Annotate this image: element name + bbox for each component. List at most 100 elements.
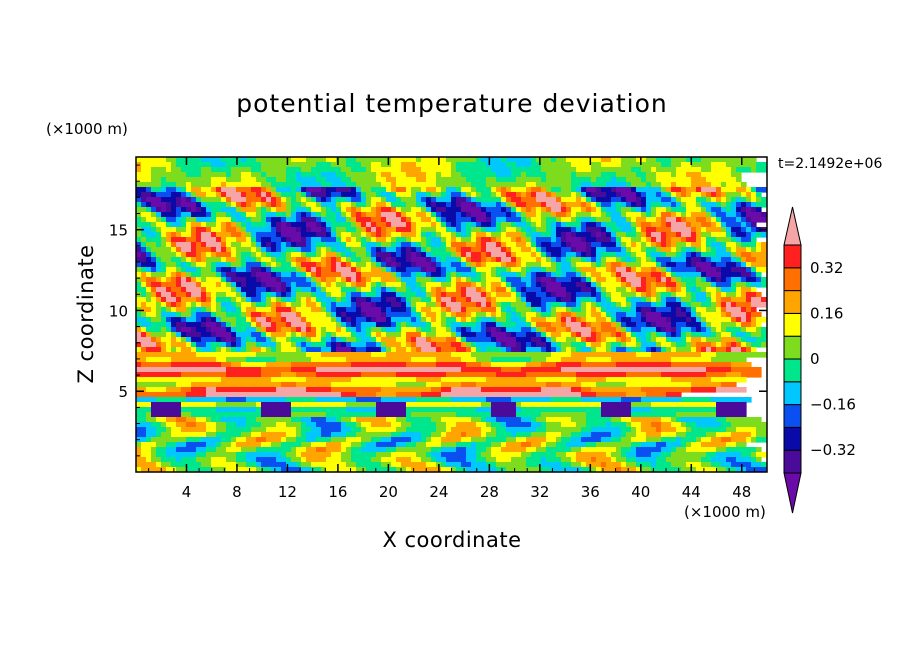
- contour-cell: [291, 202, 302, 208]
- contour-cell: [451, 387, 482, 393]
- contour-cell: [591, 282, 597, 288]
- contour-cell: [421, 312, 427, 318]
- contour-cell: [526, 227, 532, 233]
- contour-cell: [616, 467, 622, 472]
- contour-cell: [691, 382, 722, 388]
- contour-cell: [201, 347, 212, 353]
- contour-cell: [171, 427, 182, 433]
- contour-cell: [701, 332, 712, 338]
- contour-cell: [731, 297, 747, 303]
- contour-cell: [751, 332, 762, 338]
- contour-cell: [151, 177, 162, 183]
- contour-cell: [301, 417, 312, 423]
- contour-cell: [561, 247, 572, 253]
- contour-cell: [321, 202, 337, 208]
- contour-cell: [336, 282, 347, 288]
- contour-cell: [416, 272, 422, 278]
- contour-cell: [366, 197, 372, 203]
- contour-cell: [626, 337, 632, 343]
- contour-cell: [321, 247, 327, 253]
- contour-cell: [196, 312, 212, 318]
- contour-cell: [371, 297, 382, 303]
- contour-cell: [476, 282, 482, 288]
- contour-cell: [531, 337, 542, 343]
- contour-cell: [701, 192, 707, 198]
- contour-cell: [441, 287, 447, 293]
- contour-cell: [281, 272, 292, 278]
- contour-cell: [266, 347, 272, 353]
- contour-cell: [166, 157, 177, 163]
- contour-cell: [376, 257, 382, 263]
- contour-cell: [501, 282, 507, 288]
- contour-cell: [216, 232, 232, 238]
- contour-cell: [671, 462, 687, 468]
- contour-cell: [621, 242, 627, 248]
- contour-cell: [371, 257, 377, 263]
- contour-cell: [661, 162, 672, 168]
- contour-cell: [351, 252, 357, 258]
- contour-cell: [281, 317, 287, 323]
- contour-cell: [316, 302, 322, 308]
- contour-cell: [711, 212, 717, 218]
- contour-cell: [381, 437, 392, 443]
- contour-cell: [436, 207, 447, 213]
- contour-cell: [611, 197, 622, 203]
- contour-cell: [736, 217, 742, 223]
- contour-cell: [596, 297, 602, 303]
- contour-cell: [541, 222, 547, 228]
- contour-cell: [416, 337, 427, 343]
- contour-cell: [251, 202, 257, 208]
- contour-cell: [471, 197, 477, 203]
- contour-cell: [561, 197, 577, 203]
- contour-cell: [491, 302, 497, 308]
- contour-cell: [181, 222, 187, 228]
- contour-cell: [421, 167, 452, 173]
- contour-cell: [611, 177, 617, 183]
- contour-cell: [461, 327, 467, 333]
- contour-cell: [331, 387, 382, 393]
- contour-cell: [161, 237, 167, 243]
- contour-cell: [271, 272, 277, 278]
- contour-cell: [386, 197, 397, 203]
- contour-cell: [286, 337, 292, 343]
- contour-cell: [586, 312, 592, 318]
- contour-cell: [606, 452, 612, 458]
- contour-cell: [276, 422, 287, 428]
- contour-cell: [721, 382, 737, 388]
- contour-cell: [276, 387, 307, 393]
- contour-cell: [746, 257, 757, 263]
- contour-cell: [726, 202, 732, 208]
- contour-cell: [376, 177, 387, 183]
- contour-cell: [716, 407, 747, 413]
- contour-cell: [541, 262, 552, 268]
- contour-cell: [671, 347, 677, 353]
- contour-cell: [541, 347, 547, 353]
- contour-cell: [411, 242, 417, 248]
- contour-cell: [621, 257, 627, 263]
- contour-cell: [526, 187, 532, 193]
- contour-cell: [456, 447, 467, 453]
- contour-cell: [426, 172, 437, 178]
- contour-cell: [291, 157, 307, 163]
- contour-cell: [426, 382, 442, 388]
- contour-cell: [756, 277, 762, 283]
- contour-cell: [481, 327, 487, 333]
- contour-cell: [471, 182, 487, 188]
- contour-cell: [201, 337, 217, 343]
- contour-cell: [466, 197, 472, 203]
- contour-cell: [276, 222, 282, 228]
- contour-cell: [661, 262, 667, 268]
- contour-cell: [691, 427, 727, 433]
- contour-cell: [346, 432, 357, 438]
- contour-cell: [476, 157, 482, 163]
- contour-cell: [256, 292, 262, 298]
- contour-cell: [436, 302, 442, 308]
- contour-cell: [146, 272, 152, 278]
- contour-cell: [371, 247, 377, 253]
- contour-cell: [496, 322, 502, 328]
- contour-cell: [496, 307, 502, 313]
- contour-cell: [186, 182, 192, 188]
- contour-cell: [441, 452, 467, 458]
- contour-cell: [621, 262, 627, 268]
- contour-cell: [706, 307, 717, 313]
